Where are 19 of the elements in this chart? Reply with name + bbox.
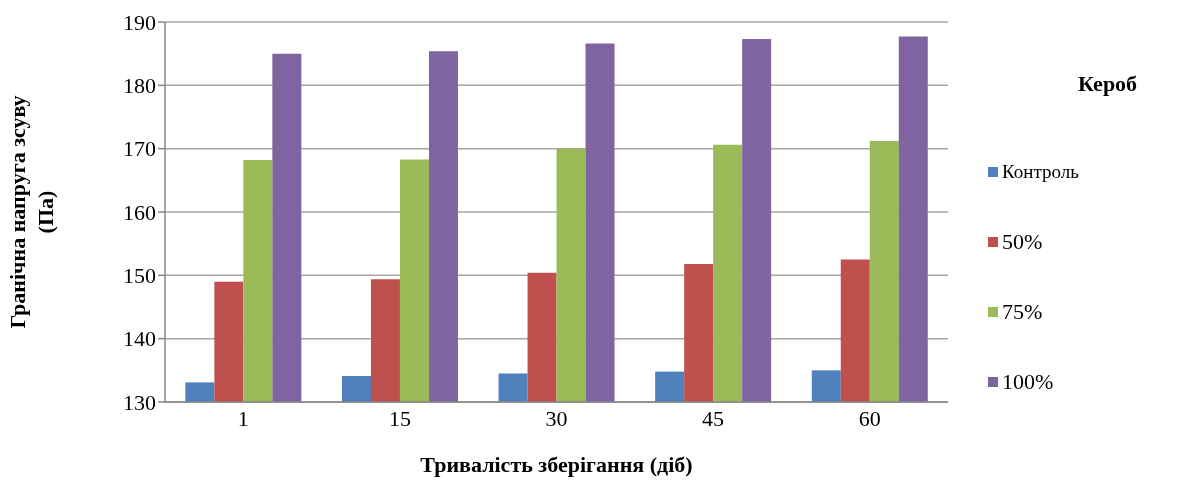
x-tick-label: 15: [388, 405, 411, 431]
x-axis-title: Тривалість зберігання (діб): [420, 452, 693, 477]
x-tick-label: 30: [545, 405, 568, 431]
x-tick-label: 1: [237, 405, 249, 431]
legend-label: 50%: [1002, 229, 1043, 255]
legend-label: Контроль: [1002, 161, 1079, 183]
x-tick-label: 60: [858, 405, 881, 431]
y-tick-label: 160: [123, 199, 156, 225]
y-axis-title: Гранічна напруга зсуву (Па): [5, 95, 58, 329]
legend-label: 100%: [1002, 369, 1054, 395]
legend-label: 75%: [1002, 299, 1043, 325]
y-tick-label: 150: [123, 263, 156, 289]
y-tick-label: 130: [123, 389, 156, 415]
y-tick-label: 180: [123, 73, 156, 99]
y-tick-label: 190: [123, 9, 156, 35]
y-tick-label: 170: [123, 136, 156, 162]
y-tick-label: 140: [123, 326, 156, 352]
legend-title: Кероб: [1078, 71, 1139, 97]
x-tick-label: 45: [702, 405, 725, 431]
